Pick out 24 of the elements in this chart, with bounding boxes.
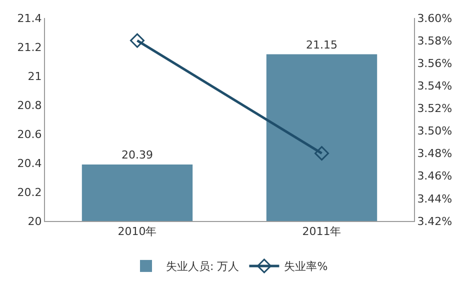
y2-tick-label: 3.52% — [417, 102, 452, 116]
y2-tick-label: 3.46% — [417, 170, 452, 183]
y-tick-label: 20.8 — [17, 98, 42, 112]
y-tick-label: 20 — [28, 214, 42, 228]
y2-tick-label: 3.54% — [417, 80, 452, 93]
y-tick-label: 21.4 — [17, 12, 42, 25]
y2-tick-label: 3.56% — [417, 56, 452, 70]
legend-label: 失业人员: 万人 — [166, 260, 240, 274]
data-label: 20.39 — [122, 148, 153, 162]
y-tick-label: 20.2 — [17, 186, 42, 199]
data-label: 21.15 — [306, 38, 338, 52]
y-tick-label: 20.4 — [17, 156, 42, 170]
x-tick-label: 2010年 — [118, 225, 157, 238]
legend-label: 失业率% — [284, 260, 328, 274]
y-tick-label: 21.2 — [17, 40, 42, 54]
y2-tick-label: 3.60% — [417, 12, 452, 25]
x-tick-label: 2011年 — [302, 225, 342, 238]
y2-tick-label: 3.48% — [417, 147, 452, 160]
y2-tick-label: 3.58% — [417, 34, 452, 48]
y2-tick-label: 3.44% — [417, 192, 452, 206]
y2-tick-label: 3.50% — [417, 124, 452, 138]
y-tick-label: 20.6 — [17, 128, 42, 141]
y2-tick-label: 3.42% — [417, 214, 452, 228]
y-tick-label: 21 — [28, 70, 42, 83]
